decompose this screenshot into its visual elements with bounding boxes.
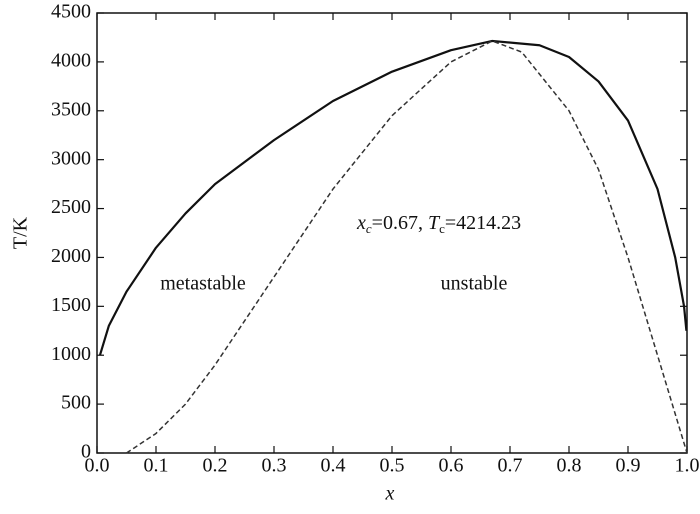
- x-tick-label: 0.0: [85, 455, 110, 477]
- y-tick-label: 3500: [51, 98, 91, 120]
- y-tick-label: 1000: [51, 343, 91, 365]
- x-tick-label: 1.0: [675, 455, 700, 477]
- y-tick-label: 4000: [51, 49, 91, 71]
- x-tick-label: 0.4: [321, 455, 346, 477]
- annotation-part: T: [428, 212, 441, 234]
- x-tick-label: 0.6: [439, 455, 464, 477]
- y-tick-label: 500: [61, 392, 91, 414]
- annotation-part: c: [366, 221, 372, 236]
- y-tick-label: 2500: [51, 196, 91, 218]
- y-tick-label: 3000: [51, 147, 91, 169]
- x-tick-label: 0.2: [203, 455, 228, 477]
- series-line: [126, 40, 688, 454]
- annotation: xc=0.67, Tc=4214.23: [356, 212, 521, 236]
- y-tick-label: 2000: [51, 245, 91, 267]
- x-tick-label: 0.8: [557, 455, 582, 477]
- annotation-part: =0.67,: [372, 212, 428, 234]
- y-tick-label: 0: [81, 441, 91, 463]
- x-tick-label: 0.9: [616, 455, 641, 477]
- x-axis-label: x: [385, 483, 395, 505]
- x-tick-label: 0.1: [144, 455, 169, 477]
- y-tick-label: 1500: [51, 294, 91, 316]
- annotation: unstable: [441, 273, 508, 295]
- y-tick-label: 4500: [51, 1, 91, 23]
- x-tick-label: 0.7: [498, 455, 523, 477]
- annotation-part: x: [356, 212, 366, 234]
- x-tick-label: 0.5: [380, 455, 405, 477]
- x-tick-label: 0.3: [262, 455, 287, 477]
- y-axis-label: T/K: [10, 216, 32, 249]
- annotation-part: c: [439, 221, 445, 236]
- annotation-part: =4214.23: [445, 212, 521, 234]
- annotation: metastable: [160, 273, 246, 295]
- series-line: [98, 39, 688, 356]
